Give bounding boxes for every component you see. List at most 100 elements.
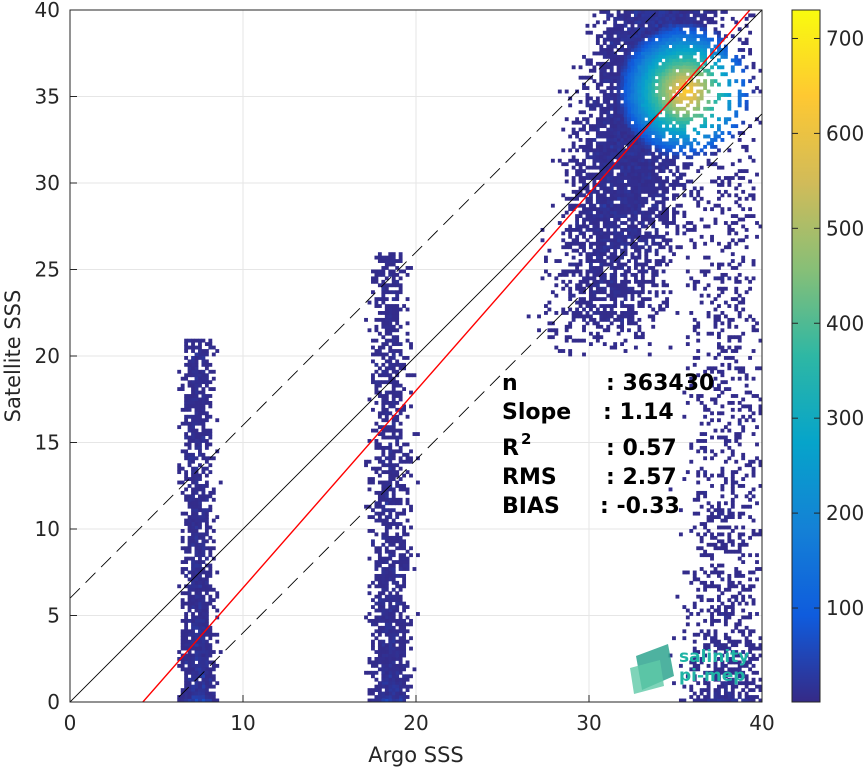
density-cell: [191, 688, 195, 692]
density-cell: [700, 55, 704, 59]
density-cell: [620, 186, 624, 190]
density-cell: [665, 110, 669, 114]
density-cell: [703, 124, 707, 128]
density-cell: [672, 76, 676, 80]
density-cell: [655, 41, 659, 45]
density-cell: [641, 121, 645, 125]
density-cell: [402, 650, 406, 654]
density-cell: [672, 100, 676, 104]
density-cell: [184, 394, 188, 398]
density-cell: [703, 48, 707, 52]
density-cell: [374, 678, 378, 682]
density-cell: [631, 114, 635, 118]
density-cell: [714, 276, 718, 280]
density-cell: [631, 124, 635, 128]
density-cell: [572, 121, 576, 125]
density-cell: [741, 505, 745, 509]
density-cell: [184, 432, 188, 436]
density-cell: [586, 173, 590, 177]
density-cell: [188, 598, 192, 602]
density-cell: [395, 650, 399, 654]
density-cell: [592, 290, 596, 294]
density-cell: [610, 97, 614, 101]
density-cell: [710, 612, 714, 616]
density-cell: [693, 83, 697, 87]
density-cell: [648, 245, 652, 249]
density-cell: [413, 567, 417, 571]
density-cell: [686, 141, 690, 145]
density-cell: [592, 283, 596, 287]
density-cell: [409, 685, 413, 689]
density-cell: [409, 619, 413, 623]
density-cell: [731, 640, 735, 644]
density-cell: [631, 162, 635, 166]
density-cell: [592, 321, 596, 325]
density-cell: [624, 90, 628, 94]
density-cell: [658, 162, 662, 166]
density-cell: [592, 297, 596, 301]
density-cell: [672, 107, 676, 111]
density-cell: [655, 86, 659, 90]
density-cell: [669, 131, 673, 135]
density-cell: [745, 418, 749, 422]
density-cell: [634, 10, 638, 14]
density-cell: [388, 346, 392, 350]
density-cell: [205, 429, 209, 433]
density-cell: [700, 536, 704, 540]
density-cell: [745, 588, 749, 592]
density-cell: [655, 231, 659, 235]
density-cell: [201, 678, 205, 682]
density-cell: [191, 626, 195, 630]
density-cell: [201, 494, 205, 498]
density-cell: [371, 467, 375, 471]
density-cell: [620, 328, 624, 332]
density-cell: [392, 616, 396, 620]
density-cell: [589, 252, 593, 256]
density-cell: [589, 148, 593, 152]
density-cell: [676, 107, 680, 111]
density-cell: [651, 159, 655, 163]
density-cell: [579, 138, 583, 142]
density-cell: [399, 681, 403, 685]
density-cell: [606, 228, 610, 232]
density-cell: [634, 103, 638, 107]
density-cell: [388, 619, 392, 623]
density-cell: [399, 539, 403, 543]
density-cell: [682, 55, 686, 59]
density-cell: [731, 221, 735, 225]
density-cell: [686, 401, 690, 405]
density-cell: [575, 238, 579, 242]
density-cell: [641, 190, 645, 194]
density-cell: [205, 688, 209, 692]
density-cell: [592, 304, 596, 308]
density-cell: [561, 349, 565, 353]
density-cell: [624, 252, 628, 256]
density-cell: [644, 110, 648, 114]
density-cell: [755, 685, 759, 689]
density-cell: [734, 439, 738, 443]
density-cell: [665, 225, 669, 229]
density-cell: [634, 20, 638, 24]
density-cell: [634, 90, 638, 94]
density-cell: [399, 512, 403, 516]
density-cell: [579, 252, 583, 256]
density-cell: [188, 422, 192, 426]
density-cell: [188, 660, 192, 664]
density-cell: [682, 231, 686, 235]
density-cell: [662, 69, 666, 73]
density-cell: [201, 456, 205, 460]
density-cell: [371, 353, 375, 357]
density-cell: [381, 418, 385, 422]
density-cell: [205, 394, 209, 398]
density-cell: [596, 176, 600, 180]
density-cell: [399, 460, 403, 464]
density-cell: [371, 429, 375, 433]
density-cell: [198, 602, 202, 606]
density-cell: [402, 270, 406, 274]
density-cell: [406, 498, 410, 502]
density-cell: [191, 453, 195, 457]
density-cell: [627, 124, 631, 128]
density-cell: [665, 93, 669, 97]
density-cell: [565, 242, 569, 246]
density-cell: [734, 280, 738, 284]
